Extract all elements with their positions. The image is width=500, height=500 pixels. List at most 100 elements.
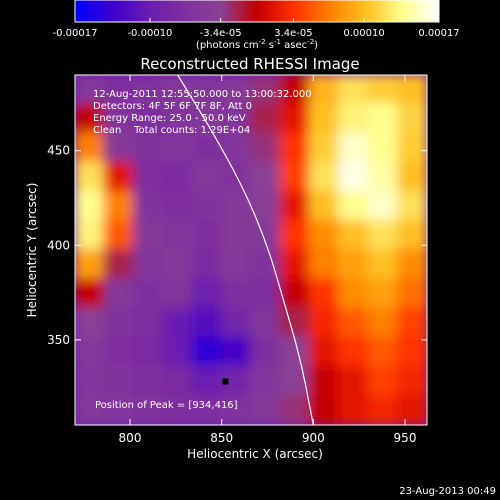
heatmap-cell xyxy=(75,161,106,193)
heatmap-cell xyxy=(279,307,311,339)
heatmap-cell xyxy=(132,190,164,222)
heatmap-cell xyxy=(250,190,282,222)
heatmap-cell xyxy=(338,249,370,281)
heatmap-cell xyxy=(162,249,194,281)
heatmap-cell xyxy=(162,132,194,164)
footer-date: 23-Aug-2013 00:49 xyxy=(399,486,496,497)
heatmap-cell xyxy=(191,75,223,106)
heatmap-cell xyxy=(75,103,106,135)
heatmap-cell xyxy=(308,103,340,135)
heatmap-cell xyxy=(220,278,252,310)
heatmap-cell xyxy=(220,249,252,281)
heatmap-cell xyxy=(75,365,106,397)
colorbar-bar xyxy=(74,0,440,23)
heatmap-cell xyxy=(308,75,340,106)
heatmap-cell xyxy=(103,75,135,106)
x-axis-ticks: 800 850 900 950 xyxy=(119,75,416,445)
heatmap-cell xyxy=(338,278,370,310)
heatmap-cell xyxy=(162,190,194,222)
colorbar-tick-label: 3.4e-05 xyxy=(274,28,312,39)
heatmap-cell xyxy=(338,161,370,193)
heatmap-cell xyxy=(308,394,340,425)
heatmap-cell xyxy=(279,75,311,106)
heatmap-cell xyxy=(338,394,370,425)
heatmap-cell xyxy=(396,161,427,193)
colorbar-unit-label: (photons cm-2 s-1 asec-2) xyxy=(196,38,318,51)
heatmap-cell xyxy=(279,132,311,164)
chart-title: Reconstructed RHESSI Image xyxy=(140,55,359,73)
heatmap-cell xyxy=(132,365,164,397)
plot-clip xyxy=(75,75,427,425)
heatmap-cell xyxy=(103,132,135,164)
heatmap-cell xyxy=(132,75,164,106)
heatmap-cell xyxy=(250,103,282,135)
heatmap-cell xyxy=(220,307,252,339)
heatmap-cell xyxy=(367,307,399,339)
heatmap-cell xyxy=(367,103,399,135)
colorbar-tick-label: -0.00017 xyxy=(53,28,98,39)
heatmap-cell xyxy=(162,394,194,425)
heatmap-cell xyxy=(396,307,427,339)
info-line-time: 12-Aug-2011 12:55:50.000 to 13:00:32.000 xyxy=(93,89,312,100)
y-tick-label: 450 xyxy=(47,144,70,158)
heatmap-cell xyxy=(308,161,340,193)
heatmap-cell xyxy=(308,249,340,281)
heatmap-cell xyxy=(162,103,194,135)
heatmap-cell xyxy=(75,394,106,425)
heatmap-cell xyxy=(132,394,164,425)
heatmap-cell xyxy=(191,249,223,281)
heatmap-cell xyxy=(279,219,311,251)
heatmap-cell xyxy=(367,190,399,222)
heatmap-cell xyxy=(103,161,135,193)
heatmap-cell xyxy=(191,336,223,368)
x-tick-label: 800 xyxy=(119,431,142,445)
heatmap-cell xyxy=(367,365,399,397)
heatmap-cell xyxy=(367,132,399,164)
x-axis-label: Heliocentric X (arcsec) xyxy=(187,447,323,461)
heatmap-cell xyxy=(250,365,282,397)
heatmap-cell xyxy=(75,307,106,339)
heatmap-cell xyxy=(132,132,164,164)
heatmap-cell xyxy=(250,336,282,368)
heatmap-cell xyxy=(162,219,194,251)
peak-position-label: Position of Peak = [934,416] xyxy=(95,400,238,411)
info-block: 12-Aug-2011 12:55:50.000 to 13:00:32.000… xyxy=(93,89,312,136)
heatmap-cell xyxy=(338,365,370,397)
heatmap-cell xyxy=(75,278,106,310)
heatmap-cell xyxy=(396,278,427,310)
heatmap-cell xyxy=(250,394,282,425)
heatmap-cell xyxy=(220,103,252,135)
heatmap-cell xyxy=(191,103,223,135)
heatmap-cell xyxy=(162,161,194,193)
heatmap-cell xyxy=(396,103,427,135)
y-tick-label: 350 xyxy=(47,333,70,347)
heatmap-cell xyxy=(191,278,223,310)
heatmap-cell xyxy=(367,75,399,106)
heatmap-cell xyxy=(250,307,282,339)
heatmap-cell xyxy=(220,394,252,425)
heatmap-cell xyxy=(250,219,282,251)
colorbar-tick-label: -0.00010 xyxy=(127,28,172,39)
heatmap-cell xyxy=(132,219,164,251)
heatmap-cell xyxy=(103,307,135,339)
heatmap-cell xyxy=(220,190,252,222)
heatmap-cell xyxy=(103,394,135,425)
plot-frame xyxy=(74,74,428,426)
heatmap-cell xyxy=(367,249,399,281)
y-tick-label: 400 xyxy=(47,238,70,252)
heatmap-cell xyxy=(75,336,106,368)
colorbar-tick-label: 0.00010 xyxy=(343,28,384,39)
heatmap-cell xyxy=(132,278,164,310)
heatmap-cell xyxy=(338,132,370,164)
heatmap-cell xyxy=(279,249,311,281)
solar-limb-curve xyxy=(177,75,314,425)
heatmap-cell xyxy=(396,132,427,164)
heatmap-cell xyxy=(396,394,427,425)
heatmap-cell xyxy=(220,161,252,193)
peak-marker xyxy=(222,378,229,385)
heatmap-cell xyxy=(250,278,282,310)
heatmap-cell xyxy=(103,249,135,281)
heatmap-cell xyxy=(308,219,340,251)
colorbar-tick-label: 0.00017 xyxy=(418,28,459,39)
heatmap-cell xyxy=(75,75,106,106)
